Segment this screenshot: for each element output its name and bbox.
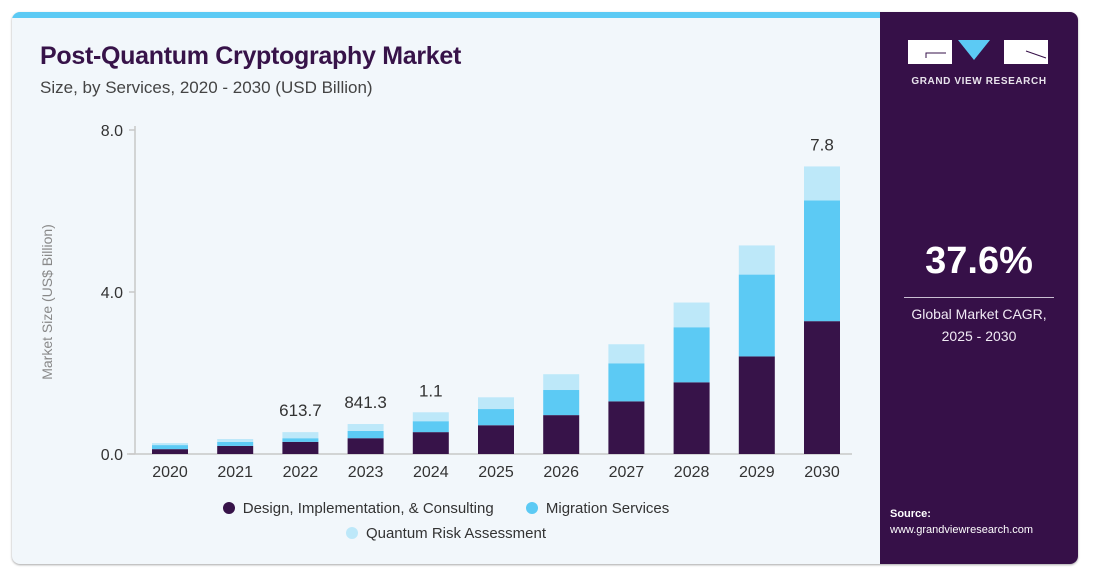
bar-chart: 0.0 4.0 8.0 Market Size (US$ Billion) 2020 20… [39, 123, 852, 481]
x-tick-label: 2027 [609, 464, 645, 481]
bar-segment-2020-design [152, 449, 188, 454]
bar-segment-2030-migration [804, 200, 840, 322]
cagr-label: Global Market CAGR, 2025 - 2030 [880, 303, 1078, 347]
x-tick-label: 2023 [348, 464, 384, 481]
x-tick-label: 2022 [283, 464, 319, 481]
legend-label: Design, Implementation, & Consulting [242, 500, 494, 517]
legend-label: Quantum Risk Assessment [365, 525, 547, 542]
legend-item-migration: Migration Services [525, 496, 670, 521]
bar-segment-2020-migration [152, 445, 188, 450]
bar-segment-2030-design [804, 321, 840, 454]
chart-card: Post-Quantum Cryptography Market Size, b… [12, 12, 1078, 564]
bar-segment-2030-risk [804, 166, 840, 201]
bar-segment-2022-design [282, 441, 319, 454]
source-label: Source: [890, 508, 931, 520]
x-tick-label: 2021 [217, 464, 253, 481]
bar-segment-2023-risk [347, 424, 384, 431]
sidebar-panel: GRAND VIEW RESEARCH 37.6% Global Market … [880, 12, 1078, 564]
chart-subtitle: Size, by Services, 2020 - 2030 (USD Bill… [40, 78, 373, 97]
y-tick-label: 0.0 [101, 447, 123, 464]
bar-segment-2023-migration [347, 430, 384, 439]
legend-label: Migration Services [545, 500, 670, 517]
x-tick-label: 2028 [674, 464, 710, 481]
bar-segment-2026-migration [543, 390, 580, 416]
bar-segment-2021-migration [217, 441, 254, 446]
legend-item-risk: Quantum Risk Assessment [345, 521, 547, 546]
cagr-value: 37.6% [925, 240, 1033, 282]
bar-segment-2026-risk [543, 374, 580, 391]
bar-segment-2023-design [347, 438, 384, 454]
y-tick-label: 4.0 [101, 285, 123, 302]
bar-segment-2028-migration [673, 327, 710, 383]
legend-swatch-risk [345, 527, 358, 539]
bar-segment-2027-risk [608, 344, 645, 364]
brand-name: GRAND VIEW RESEARCH [911, 76, 1047, 87]
bar-segment-2029-risk [738, 245, 775, 275]
bar-segment-2027-migration [608, 363, 645, 402]
cagr-label-line1: Global Market CAGR, [911, 306, 1047, 322]
y-axis-title: Market Size (US$ Billion) [39, 224, 55, 380]
bar-segment-2026-design [543, 415, 580, 454]
accent-bar [12, 12, 880, 18]
data-label-2022: 613.7 [279, 401, 322, 420]
x-tick-label: 2025 [478, 464, 514, 481]
legend-swatch-design [222, 502, 235, 514]
bar-segment-2025-design [478, 425, 514, 454]
data-label-2023: 841.3 [344, 393, 387, 412]
bar-segment-2029-migration [738, 274, 775, 357]
x-tick-label: 2024 [413, 464, 449, 481]
bar-segment-2028-risk [673, 302, 710, 328]
chart-title: Post-Quantum Cryptography Market [40, 42, 462, 70]
bar-segment-2021-risk [217, 439, 254, 442]
bar-segment-2024-migration [412, 421, 449, 433]
bar-segment-2024-risk [412, 412, 449, 422]
bar-segment-2029-design [738, 356, 775, 454]
bar-segment-2021-design [217, 445, 254, 454]
y-tick-label: 8.0 [101, 123, 123, 140]
x-tick-label: 2030 [804, 464, 840, 481]
cagr-label-line2: 2025 - 2030 [941, 328, 1017, 344]
legend-item-design: Design, Implementation, & Consulting [222, 496, 494, 521]
bar-segment-2025-migration [478, 409, 514, 426]
bar-segment-2024-design [412, 432, 449, 454]
x-tick-label: 2020 [152, 464, 188, 481]
grand-view-research-logo [908, 40, 1048, 64]
bar-segment-2028-design [673, 382, 710, 454]
bar-segment-2022-migration [282, 438, 319, 442]
x-tick-label: 2029 [739, 464, 775, 481]
bar-segment-2027-design [608, 401, 645, 454]
legend: Design, Implementation, & Consulting Mig… [12, 496, 880, 546]
legend-swatch-migration [525, 502, 538, 514]
bar-segment-2022-risk [282, 432, 319, 439]
data-label-2030: 7.8 [810, 135, 834, 154]
source-url: www.grandviewresearch.com [890, 524, 1034, 536]
source: Source: www.grandviewresearch.com [890, 506, 1033, 538]
divider [904, 297, 1054, 298]
bar-segment-2025-risk [478, 397, 514, 410]
bar-segment-2020-risk [152, 443, 188, 446]
x-tick-label: 2026 [543, 464, 579, 481]
data-label-2024: 1.1 [419, 381, 443, 400]
